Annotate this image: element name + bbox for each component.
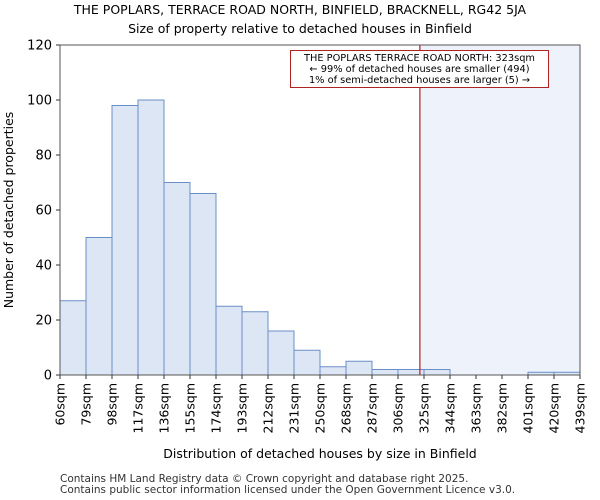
footer-line-1: Contains HM Land Registry data © Crown c… (60, 473, 469, 485)
x-tick-label: 439sqm (573, 383, 588, 433)
histogram-bar (111, 105, 139, 376)
footer-line-2: Contains public sector information licen… (60, 484, 516, 496)
y-tick-label: 60 (35, 204, 52, 219)
histogram-bar (215, 305, 243, 376)
histogram-bar (163, 182, 191, 376)
annotation-line-2: ← 99% of detached houses are smaller (49… (309, 64, 530, 75)
y-tick-label: 40 (35, 259, 52, 274)
annotation-line-1: THE POPLARS TERRACE ROAD NORTH: 323sqm (304, 53, 535, 64)
x-tick-label: 231sqm (287, 383, 302, 433)
x-tick-label: 155sqm (183, 383, 198, 433)
x-tick-label: 401sqm (521, 383, 536, 433)
chart-title: THE POPLARS, TERRACE ROAD NORTH, BINFIEL… (73, 2, 527, 17)
histogram-bar (423, 369, 451, 376)
larger-region-shade (419, 45, 580, 375)
x-tick-label: 212sqm (261, 383, 276, 433)
x-tick-label: 420sqm (547, 383, 562, 433)
x-tick-label: 287sqm (365, 383, 380, 433)
x-tick-label: 193sqm (235, 383, 250, 433)
histogram-bar (319, 366, 347, 376)
histogram-bar (137, 99, 165, 376)
x-tick-label: 344sqm (443, 383, 458, 433)
y-tick-label: 100 (27, 94, 52, 109)
chart-subtitle: Size of property relative to detached ho… (128, 21, 472, 36)
annotation-line-3: 1% of semi-detached houses are larger (5… (308, 75, 531, 86)
x-tick-label: 60sqm (53, 383, 68, 426)
y-tick-label: 0 (44, 369, 52, 384)
x-tick-label: 268sqm (339, 383, 354, 433)
x-tick-label: 325sqm (417, 383, 432, 433)
histogram-bar (189, 193, 217, 376)
y-tick-label: 120 (27, 39, 52, 54)
y-tick-label: 80 (35, 149, 52, 164)
x-tick-label: 79sqm (79, 383, 94, 426)
histogram-bar (371, 369, 399, 376)
histogram-bar (85, 237, 113, 376)
x-tick-label: 117sqm (131, 383, 146, 433)
x-tick-label: 174sqm (209, 383, 224, 433)
x-tick-label: 363sqm (469, 383, 484, 433)
x-axis-label: Distribution of detached houses by size … (163, 446, 477, 461)
histogram-bar (241, 311, 269, 376)
y-tick-label: 20 (35, 314, 52, 329)
x-tick-label: 306sqm (391, 383, 406, 433)
x-tick-label: 136sqm (157, 383, 172, 433)
x-tick-label: 250sqm (313, 383, 328, 433)
annotation-box: THE POPLARS TERRACE ROAD NORTH: 323sqm ←… (290, 50, 549, 88)
histogram-bar (293, 349, 321, 376)
histogram-bar (267, 330, 295, 376)
histogram-bar (345, 360, 373, 376)
y-axis-label: Number of detached properties (1, 112, 16, 309)
histogram-bar (59, 300, 87, 376)
x-tick-label: 98sqm (105, 383, 120, 426)
x-tick-label: 382sqm (495, 383, 510, 433)
